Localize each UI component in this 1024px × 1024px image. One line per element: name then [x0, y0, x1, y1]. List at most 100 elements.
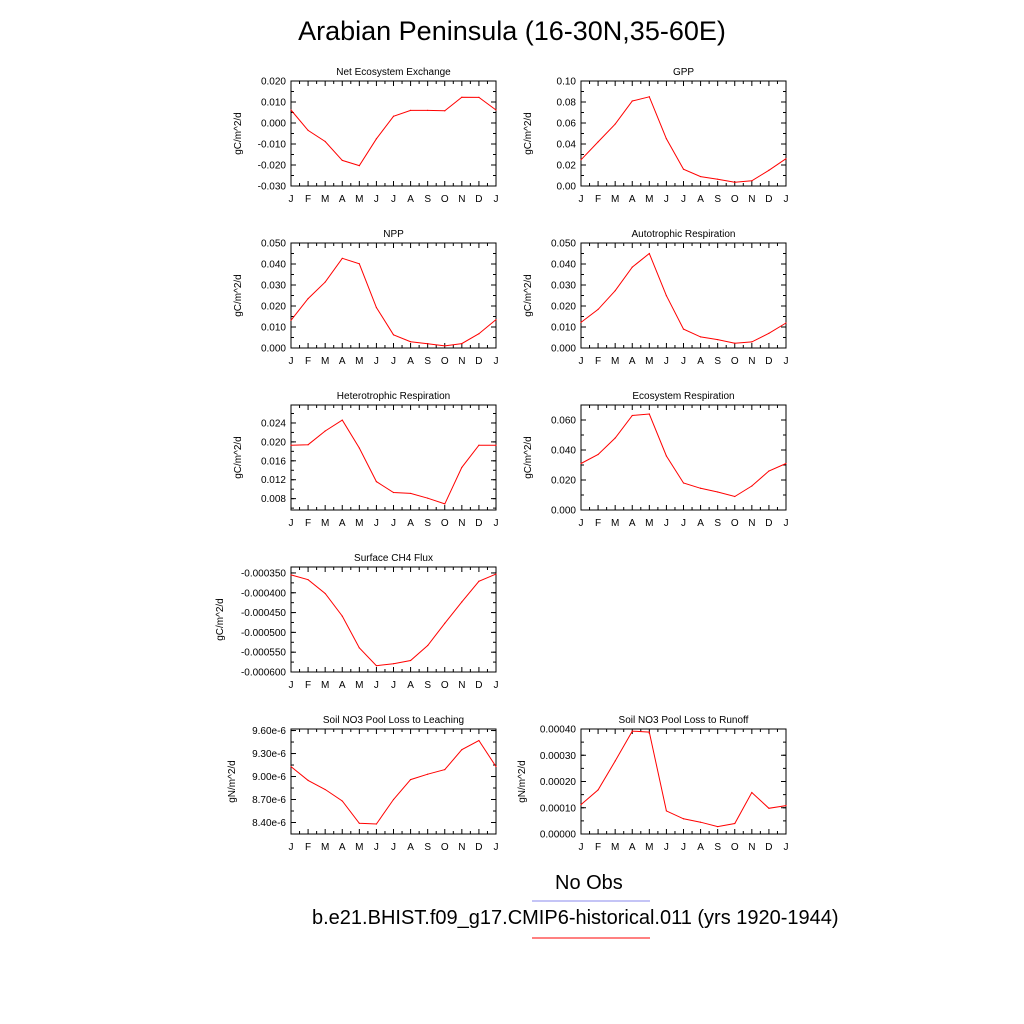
x-tick-label: J — [494, 518, 499, 529]
x-tick-label: J — [391, 194, 396, 205]
x-tick-label: A — [339, 518, 346, 529]
legend-model-label: b.e21.BHIST.f09_g17.CMIP6-historical.011… — [312, 907, 839, 929]
chart-panel: J F M A M J J A S O N D J0.0600.0400.0200.000Ecosyst… — [523, 391, 789, 529]
x-tick-label: F — [305, 194, 311, 205]
x-tick-label: S — [424, 518, 431, 529]
x-tick-label: M — [355, 518, 363, 529]
x-tick-label: J — [579, 842, 584, 853]
x-tick-label: F — [305, 356, 311, 367]
y-tick-label: 0.020 — [261, 437, 286, 448]
y-tick-label: 0.024 — [261, 418, 286, 429]
data-point — [290, 109, 292, 111]
data-point — [768, 332, 770, 334]
x-tick-label: M — [355, 194, 363, 205]
x-tick-label: J — [784, 518, 789, 529]
data-point — [699, 175, 702, 178]
series-line — [580, 252, 787, 344]
y-tick-label: 0.020 — [261, 302, 286, 313]
y-tick-label: 0.02 — [557, 161, 577, 172]
plot-frame — [290, 404, 497, 511]
data-point — [409, 659, 412, 662]
panel-title: Surface CH4 Flux — [354, 553, 433, 564]
y-tick-label: -0.010 — [258, 140, 287, 151]
x-tick-label: O — [441, 194, 449, 205]
data-point — [444, 110, 446, 112]
data-point — [751, 791, 753, 794]
data-point — [785, 158, 787, 160]
x-tick-label: O — [731, 842, 739, 853]
series-line — [580, 730, 787, 828]
data-point — [614, 437, 616, 439]
data-point — [290, 765, 292, 768]
data-point — [631, 266, 633, 268]
y-tick-label: -0.000350 — [241, 568, 286, 579]
chart-panel: J F M A M J J A S O N D J-0.000350-0.000400-0.000450… — [215, 553, 499, 691]
y-tick-label: 0.040 — [551, 446, 576, 457]
y-tick-label: 0.008 — [261, 494, 286, 505]
x-tick-label: J — [579, 356, 584, 367]
y-tick-label: -0.000500 — [241, 628, 286, 639]
panel-title: Ecosystem Respiration — [632, 391, 734, 402]
data-point — [751, 485, 753, 487]
x-tick-label: D — [475, 680, 482, 691]
y-tick-label: -0.000450 — [241, 608, 286, 619]
x-tick-label: J — [289, 518, 294, 529]
x-tick-label: D — [765, 194, 772, 205]
data-point — [409, 109, 412, 111]
y-tick-label: 9.30e-6 — [252, 749, 286, 760]
x-tick-label: N — [458, 356, 465, 367]
panel-title: Soil NO3 Pool Loss to Runoff — [619, 715, 749, 726]
data-point — [461, 466, 463, 469]
x-tick-label: A — [407, 842, 414, 853]
y-tick-label: 0.000 — [551, 344, 576, 355]
data-point — [290, 574, 292, 576]
x-tick-label: J — [681, 356, 686, 367]
data-point — [478, 739, 480, 742]
x-tick-label: J — [289, 842, 294, 853]
x-tick-label: D — [765, 842, 772, 853]
x-tick-label: S — [424, 356, 431, 367]
data-point — [768, 807, 770, 809]
data-point — [341, 800, 343, 802]
data-point — [648, 731, 650, 733]
x-tick-label: F — [305, 518, 311, 529]
y-axis-label: gC/m^2/d — [233, 112, 244, 155]
data-point — [461, 749, 463, 751]
data-point — [341, 159, 343, 161]
data-point — [682, 818, 685, 820]
data-point — [597, 141, 599, 143]
x-tick-label: M — [611, 356, 619, 367]
x-tick-label: M — [645, 194, 653, 205]
data-point — [631, 730, 633, 732]
data-point — [444, 769, 446, 771]
plot-frame — [290, 242, 497, 349]
data-point — [495, 109, 497, 111]
x-tick-label: J — [664, 194, 669, 205]
data-point — [307, 779, 309, 781]
y-tick-label: 0.060 — [551, 416, 576, 427]
data-point — [444, 622, 446, 624]
x-tick-label: N — [748, 842, 755, 853]
data-point — [461, 96, 463, 98]
x-tick-label: O — [441, 518, 449, 529]
x-tick-label: D — [475, 194, 482, 205]
x-tick-label: J — [391, 680, 396, 691]
y-axis-label: gN/m^2/d — [517, 760, 528, 803]
panel-title: GPP — [673, 67, 694, 78]
x-tick-label: N — [458, 194, 465, 205]
plot-frame — [290, 728, 497, 835]
x-tick-label: A — [339, 356, 346, 367]
data-point — [409, 492, 412, 495]
panel-title: NPP — [383, 229, 404, 240]
x-tick-label: J — [784, 842, 789, 853]
series-line — [580, 413, 787, 498]
data-point — [631, 100, 633, 102]
x-tick-label: O — [731, 518, 739, 529]
x-tick-label: J — [494, 842, 499, 853]
x-tick-label: M — [321, 356, 329, 367]
x-tick-label: J — [681, 518, 686, 529]
x-tick-label: J — [664, 518, 669, 529]
data-point — [665, 295, 668, 297]
x-tick-label: N — [458, 680, 465, 691]
